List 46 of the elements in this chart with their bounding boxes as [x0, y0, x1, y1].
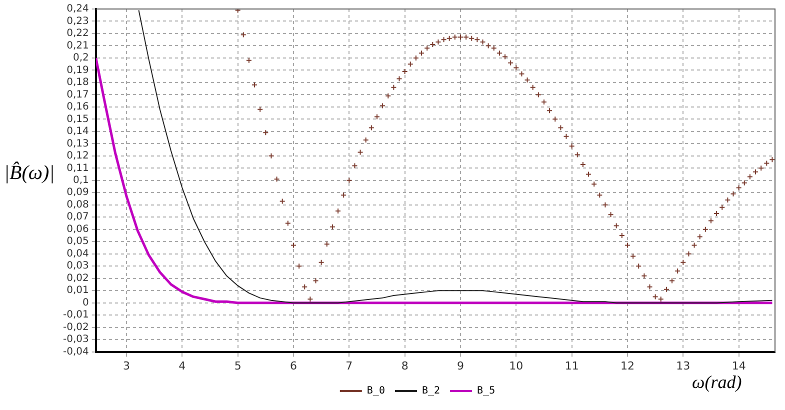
y-tick-label: 0,19	[66, 64, 89, 76]
x-tick-label: 13	[676, 359, 690, 372]
y-tick-label: -0,04	[63, 346, 89, 358]
y-tick-label: 0,1	[72, 174, 89, 186]
x-tick-label: 8	[401, 359, 408, 372]
y-tick-label: 0,14	[66, 126, 89, 138]
y-tick-label: 0,01	[66, 285, 89, 296]
y-tick-label: 0,21	[66, 40, 89, 52]
y-tick-label: 0,18	[66, 77, 89, 88]
x-tick-label: 9	[456, 359, 464, 372]
legend-label: B_5	[477, 386, 496, 397]
y-tick-label: 0,2	[72, 52, 89, 64]
x-tick-label: 10	[509, 359, 524, 372]
y-tick-label: 0,02	[66, 272, 89, 284]
y-tick-label: -0,01	[63, 310, 89, 321]
x-axis-title: ω(rad)	[692, 372, 742, 393]
y-tick-label: 0,07	[66, 212, 89, 223]
y-tick-label: -0,03	[63, 334, 89, 346]
y-tick-label: 0,23	[66, 16, 89, 27]
legend-label: B_2	[422, 386, 440, 397]
y-tick-label: 0,03	[66, 260, 89, 272]
y-tick-label: 0,13	[66, 138, 89, 150]
y-tick-label: 0,22	[66, 28, 89, 40]
x-tick-label: 14	[732, 359, 746, 372]
legend-label: B_0	[366, 386, 385, 397]
y-tick-label: 0,16	[66, 102, 89, 113]
y-tick-label: 0,04	[66, 248, 89, 260]
x-tick-label: 11	[564, 359, 579, 372]
y-axis-title: |B̂(ω)|	[4, 162, 55, 185]
x-tick-label: 7	[346, 359, 353, 372]
y-tick-label: 0,08	[66, 199, 89, 210]
y-tick-label: -0,02	[63, 322, 89, 333]
x-tick-label: 12	[620, 359, 634, 372]
y-tick-label: 0,24	[66, 4, 89, 15]
y-tick-label: 0,09	[66, 187, 89, 198]
x-tick-label: 3	[122, 359, 130, 372]
x-tick-label: 4	[178, 359, 186, 372]
y-tick-label: 0,06	[66, 224, 89, 235]
y-tick-label: 0,11	[66, 162, 89, 174]
y-tick-label: 0,17	[66, 89, 89, 100]
y-tick-label: 0,15	[66, 114, 89, 125]
y-tick-label: 0,12	[66, 150, 89, 162]
x-tick-label: 5	[234, 359, 242, 372]
y-tick-label: 0	[82, 297, 89, 308]
x-tick-label: 6	[290, 359, 297, 372]
y-tick-label: 0,05	[66, 236, 89, 248]
